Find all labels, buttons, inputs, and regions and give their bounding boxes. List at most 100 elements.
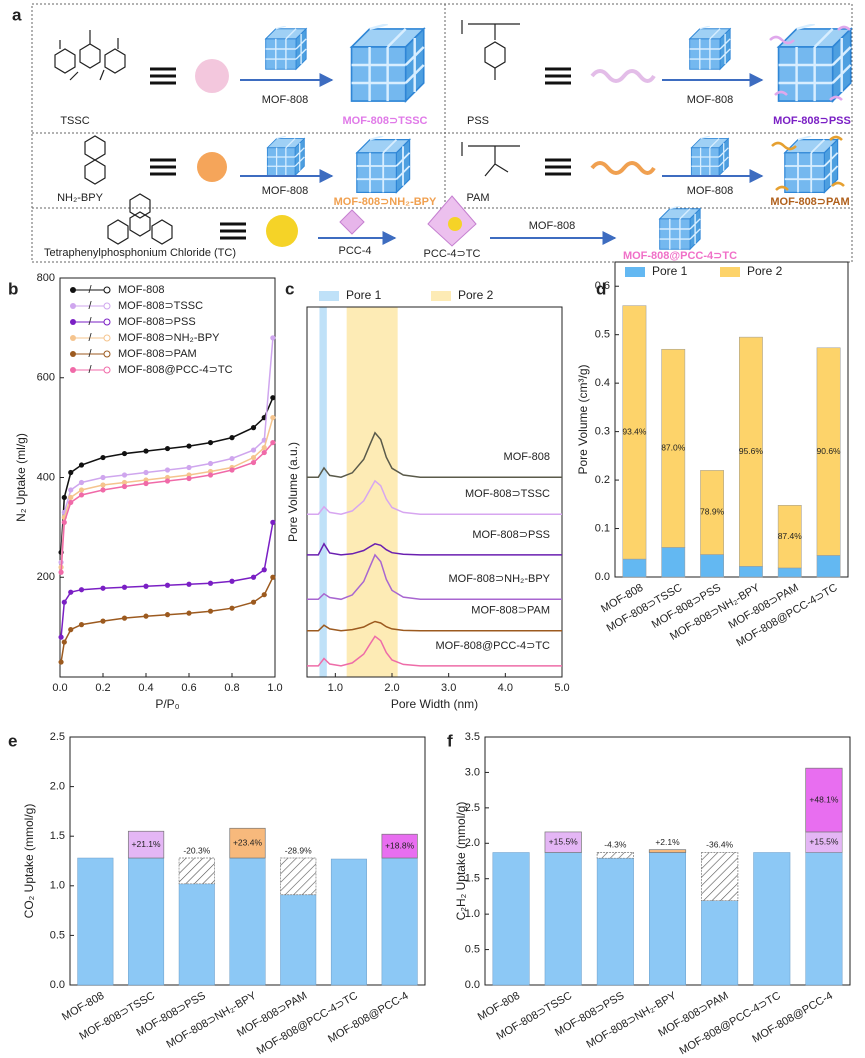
bar-segment [700, 554, 724, 578]
x-tick-label: 2.0 [384, 682, 399, 694]
mof-icon [264, 26, 307, 70]
series-line [307, 542, 562, 556]
y-tick-label: 0.5 [50, 929, 65, 941]
point [58, 634, 64, 640]
scheme-frame [31, 3, 853, 263]
region [346, 307, 398, 677]
cage-icon [339, 209, 365, 235]
point [121, 472, 128, 478]
legend-marker [70, 287, 76, 293]
bpy-structure [84, 135, 106, 185]
point [229, 605, 235, 611]
point [207, 580, 214, 586]
point [143, 613, 149, 619]
series-label: MOF-808⊃NH₂-BPY [448, 573, 550, 585]
tc-icon [266, 215, 298, 247]
product-icon [658, 206, 701, 250]
legend-label: Pore 2 [747, 264, 783, 278]
legend-label: MOF-808 [118, 284, 164, 296]
series-line [60, 576, 274, 663]
bar-segment [777, 567, 802, 578]
bar [492, 852, 530, 986]
point [207, 608, 214, 614]
increase-segment [805, 767, 843, 833]
series-line [307, 620, 562, 632]
point [250, 447, 257, 453]
point [229, 435, 235, 441]
point [100, 618, 106, 624]
point [100, 585, 106, 591]
legend-swatch [625, 267, 645, 277]
legend-label: MOF-808⊃NH₂-BPY [118, 332, 220, 344]
change-label: +23.4% [233, 837, 263, 847]
point [68, 487, 74, 493]
increase-segment [229, 827, 266, 859]
plot-frame [614, 261, 849, 578]
x-tick-label: 4.0 [498, 682, 513, 694]
point [164, 445, 171, 452]
y-tick-label: 2.0 [465, 837, 480, 849]
bar [544, 852, 582, 986]
point [78, 479, 85, 486]
share-label: 90.6% [817, 446, 842, 456]
point [78, 462, 85, 468]
legend-swatch [431, 291, 451, 301]
legend-label: MOF-808@PCC-4⊃TC [118, 364, 233, 376]
bar [753, 852, 791, 986]
intermediate-label: PCC-4⊃TC [424, 248, 481, 260]
mof-icon [266, 136, 305, 177]
bar-segment [816, 555, 841, 578]
bar [381, 857, 418, 986]
equivalence [545, 158, 571, 176]
legend-separator: / [88, 300, 92, 312]
legend-marker [70, 351, 76, 357]
cage-label: PCC-4 [338, 245, 371, 257]
product-label: MOF-808⊃PAM [770, 196, 849, 208]
increase-segment [381, 833, 418, 859]
bar [330, 858, 367, 986]
tc-structure [107, 193, 173, 245]
panel-label: a [12, 5, 22, 24]
legend-label: MOF-808⊃TSSC [118, 300, 203, 312]
pss-structure [461, 20, 520, 80]
bar-segment [622, 558, 647, 578]
bar-segment [661, 348, 686, 548]
y-axis-title: Pore Volume (cm³/g) [576, 364, 590, 474]
share-label: 87.4% [778, 531, 803, 541]
bar-segment [622, 305, 647, 560]
bar [77, 857, 114, 986]
legend-marker-open [103, 286, 111, 294]
legend-marker-open [103, 318, 111, 326]
y-tick-label: 0.5 [595, 329, 610, 341]
series-line [307, 431, 562, 478]
region [319, 307, 327, 677]
point [164, 478, 171, 484]
point [229, 455, 235, 462]
polymer-chains [769, 25, 851, 101]
panel-label: b [8, 279, 18, 298]
y-tick-label: 3.5 [465, 731, 480, 743]
legend-label: Pore 1 [346, 288, 382, 302]
y-axis-title: N₂ Uptake (ml/g) [14, 433, 28, 522]
y-tick-label: 0.0 [465, 979, 480, 991]
share-label: 78.9% [700, 507, 725, 517]
x-tick-label: MOF-808 [60, 990, 106, 1024]
product-label: MOF-808@PCC-4⊃TC [623, 250, 737, 262]
legend-marker [70, 303, 76, 309]
point [78, 487, 85, 493]
molecule-label: PSS [467, 115, 489, 127]
y-axis-title: CO₂ Uptake (mmol/g) [22, 804, 36, 919]
point [186, 475, 192, 482]
point [186, 443, 192, 449]
x-tick-label: 0.2 [95, 682, 110, 694]
point [186, 581, 192, 587]
point [61, 639, 67, 645]
host-label: MOF-808 [262, 94, 308, 106]
change-label: +2.1% [655, 837, 680, 847]
legend-label: Pore 1 [652, 264, 688, 278]
point [100, 454, 106, 461]
bar-segment [739, 336, 763, 567]
point [186, 610, 192, 616]
x-tick-label: 1.0 [328, 682, 343, 694]
